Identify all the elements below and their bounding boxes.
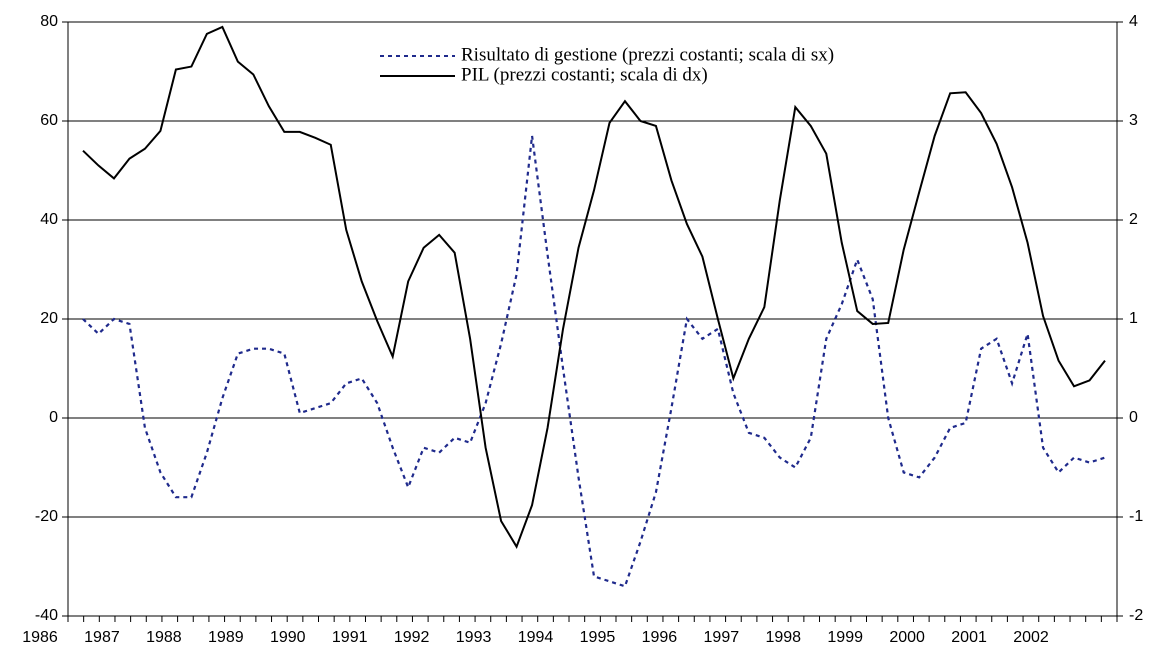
x-tick-label: 1987 [84, 629, 120, 646]
y2-tick-label: -1 [1129, 508, 1143, 525]
x-tick-label: 1997 [704, 629, 740, 646]
y-tick-label: 80 [40, 13, 58, 30]
x-tick-label: 1996 [642, 629, 678, 646]
x-tick-label: 2000 [889, 629, 925, 646]
series-line [82, 135, 1106, 588]
y2-tick-label: 3 [1129, 112, 1138, 129]
x-tick-label: 1989 [208, 629, 244, 646]
x-tick-label: 1986 [22, 629, 58, 646]
y-tick-label: -20 [35, 508, 58, 525]
y-tick-label: -40 [35, 607, 58, 624]
y2-tick-label: 4 [1129, 13, 1138, 30]
x-tick-label: 2002 [1013, 629, 1049, 646]
legend-label: PIL (prezzi costanti; scala di dx) [461, 64, 708, 85]
y2-tick-label: -2 [1129, 607, 1143, 624]
y2-tick-label: 1 [1129, 310, 1138, 327]
x-tick-label: 1993 [456, 629, 492, 646]
x-tick-label: 1994 [518, 629, 554, 646]
x-tick-label: 1999 [827, 629, 863, 646]
x-tick-label: 1992 [394, 629, 430, 646]
y-tick-label: 0 [49, 409, 58, 426]
y-tick-label: 20 [40, 310, 58, 327]
y-tick-label: 60 [40, 112, 58, 129]
x-tick-label: 1991 [332, 629, 368, 646]
x-tick-label: 1998 [765, 629, 801, 646]
x-tick-label: 1990 [270, 629, 306, 646]
x-tick-label: 1988 [146, 629, 182, 646]
x-tick-label: 1995 [580, 629, 616, 646]
y-tick-label: 40 [40, 211, 58, 228]
y2-tick-label: 0 [1129, 409, 1138, 426]
x-tick-label: 2001 [951, 629, 987, 646]
series-line [82, 25, 1106, 549]
legend-label: Risultato di gestione (prezzi costanti; … [461, 44, 834, 65]
y2-tick-label: 2 [1129, 211, 1138, 228]
